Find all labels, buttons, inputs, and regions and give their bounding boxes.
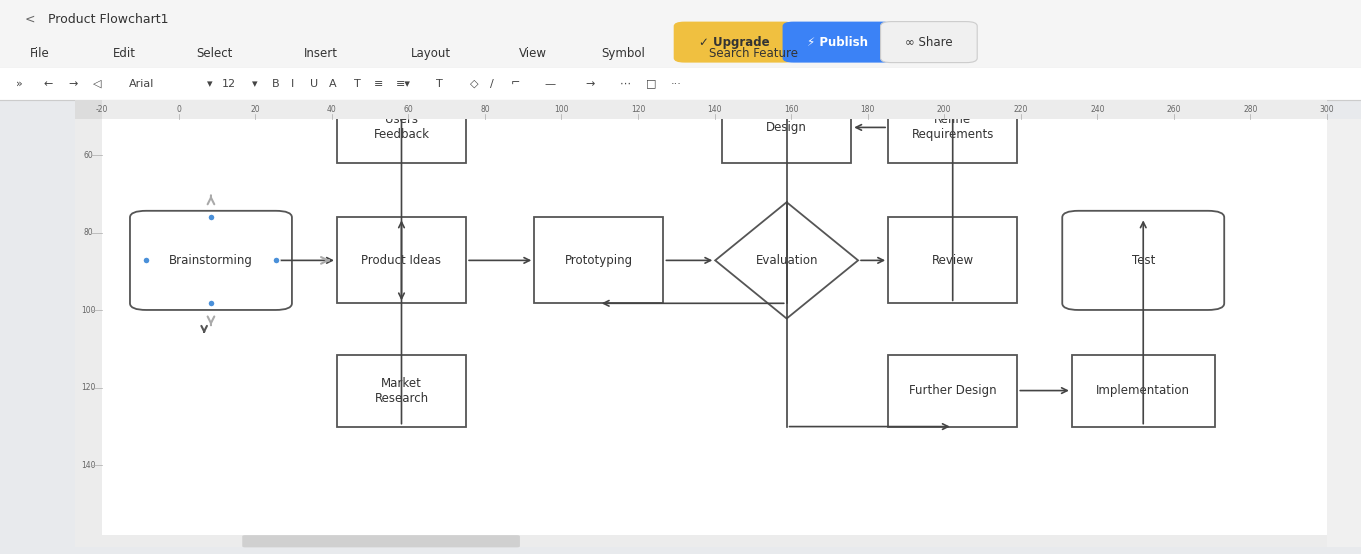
Text: Product Ideas: Product Ideas (362, 254, 441, 267)
Text: 200: 200 (936, 105, 951, 114)
Text: ▾: ▾ (252, 79, 257, 89)
Text: U: U (310, 79, 318, 89)
Text: B: B (272, 79, 280, 89)
FancyBboxPatch shape (338, 91, 465, 163)
FancyBboxPatch shape (0, 68, 1361, 100)
Text: 100: 100 (554, 105, 569, 114)
Text: ∞ Share: ∞ Share (905, 35, 953, 49)
Text: 120: 120 (82, 383, 95, 392)
Text: Test: Test (1131, 254, 1155, 267)
Text: ←: ← (44, 79, 53, 89)
Text: 240: 240 (1090, 105, 1105, 114)
Text: Implementation: Implementation (1096, 384, 1191, 397)
Text: Search Feature: Search Feature (709, 47, 798, 60)
Text: A: A (329, 79, 338, 89)
Text: Edit: Edit (113, 47, 136, 60)
Text: Layout: Layout (411, 47, 450, 60)
Text: /: / (490, 79, 494, 89)
FancyBboxPatch shape (102, 535, 1327, 547)
Text: 60: 60 (83, 151, 94, 160)
Text: Product Flowchart1: Product Flowchart1 (48, 13, 169, 26)
Text: <: < (24, 13, 35, 26)
Text: ⌐: ⌐ (510, 79, 520, 89)
Text: Market
Research: Market Research (374, 377, 429, 404)
Text: 260: 260 (1166, 105, 1181, 114)
FancyBboxPatch shape (0, 0, 1361, 39)
Text: 40: 40 (327, 105, 336, 114)
FancyBboxPatch shape (674, 22, 795, 63)
Text: T: T (436, 79, 442, 89)
FancyBboxPatch shape (534, 217, 664, 304)
Text: Users
Feedback: Users Feedback (373, 114, 430, 141)
Text: ✓ Upgrade: ✓ Upgrade (700, 35, 769, 49)
Text: ⋯: ⋯ (619, 79, 630, 89)
Text: 280: 280 (1243, 105, 1258, 114)
Text: ◁: ◁ (93, 79, 101, 89)
Text: 140: 140 (82, 461, 95, 470)
FancyBboxPatch shape (1327, 119, 1361, 547)
Text: T: T (354, 79, 361, 89)
Text: 140: 140 (708, 105, 721, 114)
Text: 120: 120 (630, 105, 645, 114)
Polygon shape (715, 202, 857, 319)
FancyBboxPatch shape (721, 91, 852, 163)
Text: →: → (585, 79, 595, 89)
Text: Review: Review (932, 254, 973, 267)
Text: Select: Select (196, 47, 233, 60)
Text: Further Design: Further Design (909, 384, 996, 397)
Text: →: → (68, 79, 78, 89)
Text: 160: 160 (784, 105, 799, 114)
Text: 0: 0 (176, 105, 181, 114)
FancyBboxPatch shape (75, 100, 1327, 119)
FancyBboxPatch shape (887, 91, 1017, 163)
Text: 80: 80 (83, 228, 94, 237)
FancyBboxPatch shape (75, 100, 102, 119)
FancyBboxPatch shape (242, 535, 520, 547)
Text: 100: 100 (82, 306, 95, 315)
FancyBboxPatch shape (75, 119, 102, 547)
Text: View: View (519, 47, 547, 60)
Text: Evaluation: Evaluation (755, 254, 818, 267)
Text: ⚡ Publish: ⚡ Publish (807, 35, 868, 49)
Text: Design: Design (766, 121, 807, 134)
Text: Prototyping: Prototyping (565, 254, 633, 267)
FancyBboxPatch shape (338, 355, 465, 427)
Text: Arial: Arial (129, 79, 155, 89)
FancyBboxPatch shape (887, 217, 1017, 304)
Text: Brainstorming: Brainstorming (169, 254, 253, 267)
Text: 300: 300 (1320, 105, 1334, 114)
Text: »: » (16, 79, 23, 89)
Text: ◇: ◇ (470, 79, 478, 89)
Text: —: — (544, 79, 555, 89)
Text: Symbol: Symbol (602, 47, 645, 60)
Text: ▾: ▾ (207, 79, 212, 89)
Text: □: □ (646, 79, 657, 89)
Text: 60: 60 (403, 105, 414, 114)
Text: File: File (30, 47, 50, 60)
Text: 80: 80 (480, 105, 490, 114)
FancyBboxPatch shape (1062, 211, 1224, 310)
Text: ≡: ≡ (374, 79, 384, 89)
Text: -20: -20 (95, 105, 109, 114)
FancyBboxPatch shape (131, 211, 291, 310)
FancyBboxPatch shape (881, 22, 977, 63)
Text: Insert: Insert (304, 47, 338, 60)
Text: 12: 12 (222, 79, 235, 89)
FancyBboxPatch shape (887, 355, 1017, 427)
FancyBboxPatch shape (102, 119, 1327, 535)
Text: Refine
Requirements: Refine Requirements (912, 114, 994, 141)
Text: 180: 180 (860, 105, 875, 114)
FancyBboxPatch shape (338, 217, 465, 304)
Text: ≡▾: ≡▾ (396, 79, 411, 89)
FancyBboxPatch shape (783, 22, 893, 63)
FancyBboxPatch shape (0, 39, 1361, 68)
Text: I: I (291, 79, 294, 89)
Text: 220: 220 (1014, 105, 1028, 114)
FancyBboxPatch shape (1071, 355, 1214, 427)
Text: 20: 20 (250, 105, 260, 114)
Text: ···: ··· (671, 79, 682, 89)
